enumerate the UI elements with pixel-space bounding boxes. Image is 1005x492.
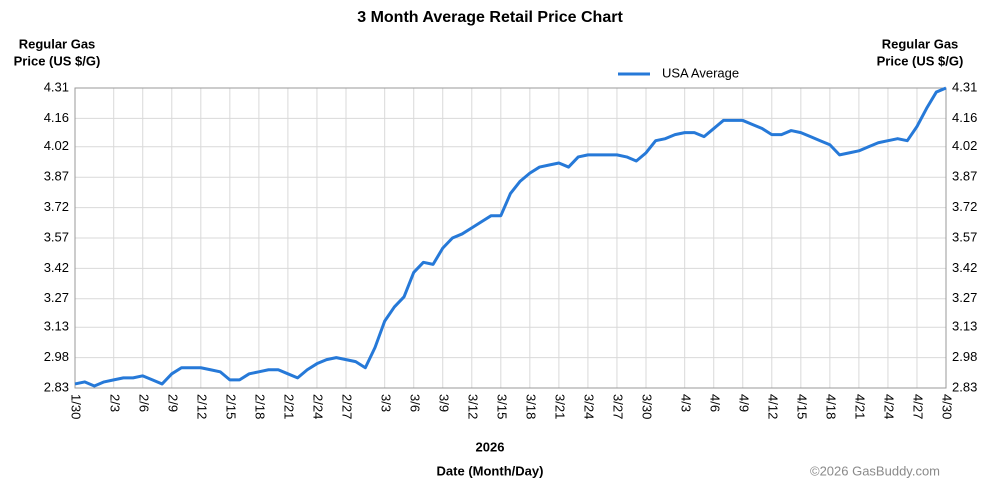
y-tick-label: 4.16 xyxy=(44,110,69,125)
y-axis-label: Price (US $/G) xyxy=(14,53,101,68)
line-series xyxy=(74,86,947,388)
x-tick-label: 3/3 xyxy=(378,394,393,412)
x-tick-label: 3/9 xyxy=(436,394,451,412)
x-tick-label: 4/18 xyxy=(823,394,838,419)
y2-axis-label: Regular Gas xyxy=(882,36,959,51)
y-tick-label: 2.83 xyxy=(44,379,69,394)
x-tick-label: 4/30 xyxy=(940,394,955,419)
x-tick-label: 4/3 xyxy=(678,394,693,412)
x-tick-label: 2/15 xyxy=(223,394,238,419)
y2-tick-label: 3.13 xyxy=(952,319,977,334)
y2-tick-label: 4.02 xyxy=(952,138,977,153)
x-tick-label: 3/24 xyxy=(581,394,596,419)
x-tick-label: 4/24 xyxy=(881,394,896,419)
y2-tick-label: 3.42 xyxy=(952,260,977,275)
y-tick-label: 4.02 xyxy=(44,138,69,153)
y2-tick-label: 4.31 xyxy=(952,79,977,94)
y2-tick-label: 4.16 xyxy=(952,110,977,125)
y-tick-label: 3.57 xyxy=(44,229,69,244)
x-axis-label: Date (Month/Day) xyxy=(437,463,544,478)
x-tick-label: 3/12 xyxy=(465,394,480,419)
y-axis-label: Regular Gas xyxy=(19,36,96,51)
y-tick-label: 4.31 xyxy=(44,79,69,94)
y2-axis-label: Price (US $/G) xyxy=(877,53,964,68)
y-tick-label: 3.42 xyxy=(44,260,69,275)
x-tick-label: 2/6 xyxy=(136,394,151,412)
y-tick-label: 3.13 xyxy=(44,319,69,334)
y-tick-label: 3.27 xyxy=(44,290,69,305)
x-tick-label: 1/30 xyxy=(69,394,84,419)
x-tick-label: 2/18 xyxy=(252,394,267,419)
y2-tick-label: 3.57 xyxy=(952,229,977,244)
chart-title: 3 Month Average Retail Price Chart xyxy=(357,9,623,26)
y2-tick-label: 2.98 xyxy=(952,349,977,364)
plot-border xyxy=(74,87,947,389)
x-tick-label: 4/27 xyxy=(911,394,926,419)
x-tick-label: 2/9 xyxy=(165,394,180,412)
x-tick-label: 3/21 xyxy=(552,394,567,419)
x-tick-label: 3/30 xyxy=(640,394,655,419)
x-tick-label: 4/15 xyxy=(794,394,809,419)
x-tick-label: 3/6 xyxy=(407,394,422,412)
x-tick-label: 2/24 xyxy=(311,394,326,419)
x-tick-label: 3/27 xyxy=(611,394,626,419)
year-label: 2026 xyxy=(476,439,505,454)
x-tick-label: 2/27 xyxy=(340,394,355,419)
y2-tick-label: 3.72 xyxy=(952,199,977,214)
x-tick-label: 4/9 xyxy=(736,394,751,412)
y2-tick-label: 3.87 xyxy=(952,169,977,184)
x-tick-label: 2/21 xyxy=(281,394,296,419)
x-tick-label: 4/6 xyxy=(707,394,722,412)
y-tick-label: 3.72 xyxy=(44,199,69,214)
x-tick-label: 2/12 xyxy=(194,394,209,419)
y2-tick-label: 3.27 xyxy=(952,290,977,305)
legend-label: USA Average xyxy=(662,65,739,80)
x-tick-label: 2/3 xyxy=(107,394,122,412)
x-tick-label: 3/18 xyxy=(523,394,538,419)
x-tick-label: 4/21 xyxy=(852,394,867,419)
x-tick-label: 4/12 xyxy=(765,394,780,419)
y-tick-label: 3.87 xyxy=(44,169,69,184)
y-tick-label: 2.98 xyxy=(44,349,69,364)
credit: ©2026 GasBuddy.com xyxy=(810,463,940,478)
y2-tick-label: 2.83 xyxy=(952,379,977,394)
x-tick-label: 3/15 xyxy=(494,394,509,419)
